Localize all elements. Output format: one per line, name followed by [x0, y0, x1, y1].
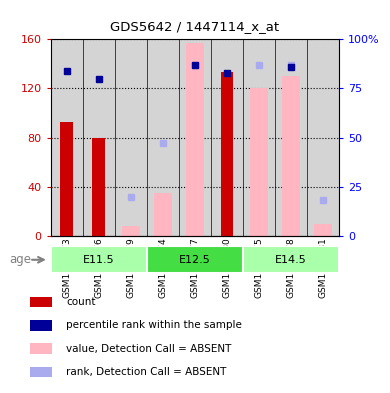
Text: E14.5: E14.5 [275, 255, 307, 265]
Bar [30, 343, 52, 354]
Text: count: count [66, 297, 96, 307]
Text: value, Detection Call = ABSENT: value, Detection Call = ABSENT [66, 344, 232, 354]
Text: GDS5642 / 1447114_x_at: GDS5642 / 1447114_x_at [110, 20, 280, 33]
Bar [122, 226, 140, 236]
Text: percentile rank within the sample: percentile rank within the sample [66, 320, 242, 331]
Bar [154, 193, 172, 236]
Bar [51, 39, 83, 236]
Bar [282, 76, 300, 236]
Bar [186, 43, 204, 236]
Bar [314, 224, 332, 236]
Bar [92, 138, 105, 236]
Bar [30, 320, 52, 331]
Text: rank, Detection Call = ABSENT: rank, Detection Call = ABSENT [66, 367, 227, 377]
Text: E11.5: E11.5 [83, 255, 115, 265]
Bar [221, 72, 234, 236]
Bar [51, 246, 147, 273]
Bar [147, 39, 179, 236]
Text: age: age [10, 253, 32, 266]
Bar [211, 39, 243, 236]
Bar [115, 39, 147, 236]
Bar [250, 88, 268, 236]
Bar [30, 297, 52, 307]
Bar [83, 39, 115, 236]
Bar [179, 39, 211, 236]
Bar [243, 246, 339, 273]
Bar [307, 39, 339, 236]
Bar [243, 39, 275, 236]
Bar [147, 246, 243, 273]
Bar [275, 39, 307, 236]
Bar [30, 367, 52, 377]
Bar [60, 121, 73, 236]
Text: E12.5: E12.5 [179, 255, 211, 265]
